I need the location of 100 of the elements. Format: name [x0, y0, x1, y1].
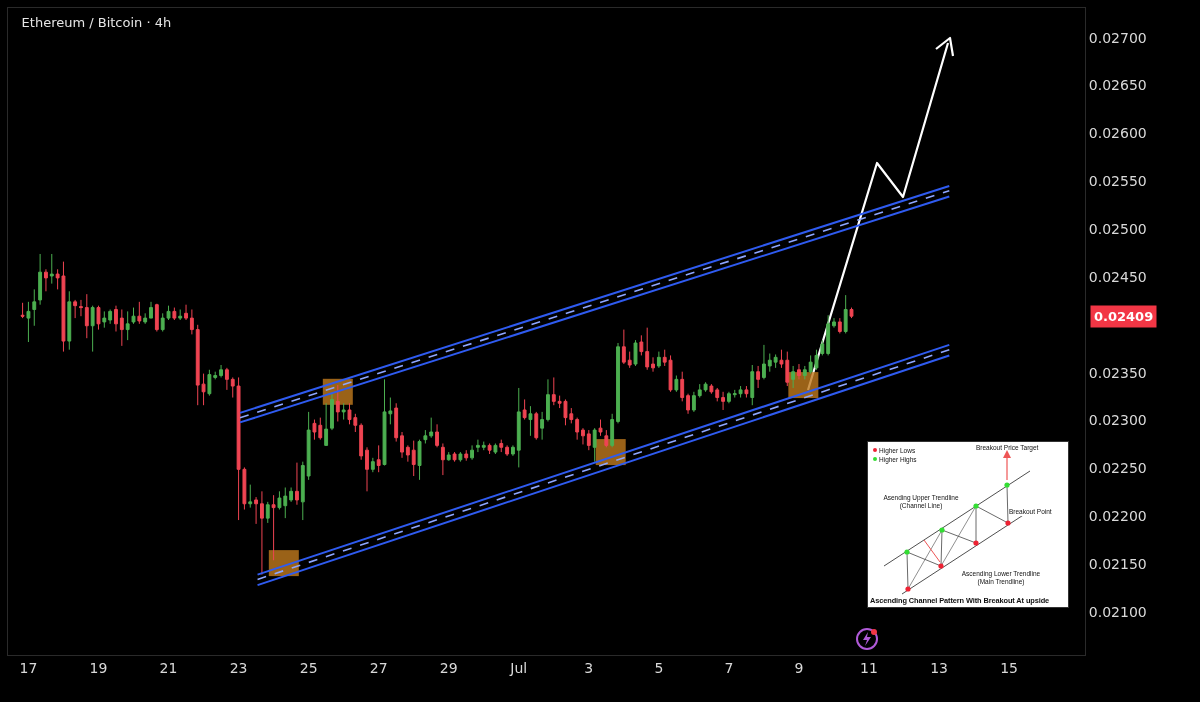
candlestick	[837, 317, 842, 334]
candlestick	[756, 365, 761, 389]
x-tick-label: 11	[860, 659, 878, 676]
candlestick	[528, 405, 533, 437]
candlestick	[213, 371, 218, 380]
candlestick	[832, 317, 836, 329]
y-tick-label: 0.02100	[1088, 603, 1147, 620]
candlestick	[260, 490, 264, 576]
candlestick	[330, 392, 334, 431]
candlestick	[184, 304, 188, 321]
candlestick	[744, 385, 749, 399]
x-tick-label: 25	[299, 659, 318, 676]
candlestick	[365, 446, 369, 492]
candlestick	[470, 444, 474, 461]
candlestick	[295, 462, 299, 506]
candlestick	[826, 314, 831, 356]
candlestick	[131, 307, 136, 325]
y-tick-label: 0.02350	[1088, 364, 1147, 381]
candlestick	[820, 339, 825, 356]
x-tick-label: 29	[439, 659, 458, 676]
candlestick	[575, 417, 580, 441]
x-tick-label: 7	[724, 659, 734, 676]
x-tick-label: 9	[794, 659, 804, 676]
x-tick-label: 13	[930, 659, 948, 676]
candlestick	[189, 308, 194, 335]
candlestick	[797, 363, 801, 380]
y-tick-label: 0.02700	[1088, 29, 1147, 46]
candlestick	[604, 429, 609, 448]
candlestick	[84, 293, 89, 339]
candlestick	[551, 376, 556, 406]
candlestick	[581, 427, 585, 445]
candlestick	[90, 305, 95, 353]
x-tick-label: 17	[19, 659, 38, 676]
candlestick	[300, 461, 305, 521]
candlestick	[721, 391, 726, 411]
candlestick	[762, 344, 766, 380]
candlestick	[26, 301, 31, 343]
x-tick-label: 5	[654, 659, 664, 676]
y-tick-label: 0.02300	[1088, 412, 1147, 429]
candlestick	[546, 378, 550, 422]
candlestick	[534, 411, 539, 441]
candlestick	[616, 342, 620, 424]
candlestick	[598, 419, 603, 437]
candlestick	[44, 268, 48, 292]
candlestick	[505, 444, 510, 457]
candlestick	[119, 308, 124, 347]
candlestick	[207, 369, 212, 397]
y-tick-label: 0.02550	[1088, 173, 1147, 190]
candlestick	[446, 451, 451, 462]
candlestick	[773, 353, 778, 369]
candlestick	[452, 451, 457, 463]
candlestick	[38, 253, 43, 306]
candlestick	[791, 365, 796, 389]
candlestick	[802, 365, 807, 380]
candlestick	[691, 391, 696, 413]
candlestick	[686, 393, 690, 415]
text: 0.02409	[1094, 309, 1154, 324]
x-tick-label: 15	[1000, 659, 1019, 676]
candlestick	[417, 439, 422, 481]
x-tick-label: Jul	[509, 659, 528, 676]
candlestick	[394, 402, 399, 443]
x-tick-label: 23	[229, 659, 248, 676]
candlestick	[516, 387, 521, 468]
candlestick	[324, 402, 329, 446]
candlestick	[633, 339, 638, 367]
candlestick	[114, 305, 118, 332]
y-tick-label: 0.02150	[1088, 555, 1147, 572]
candlestick	[125, 310, 130, 341]
candlestick	[726, 391, 731, 404]
x-tick-label: 3	[584, 659, 594, 676]
candlestick	[610, 413, 615, 448]
candlestick	[178, 308, 183, 321]
candlestick	[335, 384, 340, 422]
candlestick	[493, 442, 498, 455]
candlestick	[487, 442, 492, 455]
candlestick	[709, 383, 714, 395]
candlestick	[370, 457, 375, 473]
candlestick	[499, 439, 504, 453]
candlestick	[271, 494, 276, 561]
candlestick	[265, 501, 270, 524]
candlestick	[306, 411, 311, 481]
y-tick-label: 0.02650	[1088, 77, 1147, 94]
candlestick	[522, 398, 527, 421]
y-tick-label: 0.02250	[1088, 460, 1147, 477]
candlestick	[137, 301, 142, 325]
candlestick	[248, 484, 253, 509]
y-tick-label: 0.02500	[1088, 220, 1147, 237]
candlestick	[149, 301, 153, 319]
candlestick	[750, 364, 755, 406]
candlestick	[627, 351, 632, 369]
candlestick	[172, 307, 177, 321]
candlestick	[67, 290, 72, 351]
candlestick	[651, 356, 655, 373]
x-tick-label: 27	[369, 659, 388, 676]
x-tick-label: 19	[89, 659, 108, 676]
candlestick	[767, 353, 772, 373]
candlestick	[423, 429, 428, 444]
candlestick	[411, 440, 416, 477]
y-tick-label: 0.02600	[1088, 125, 1147, 142]
candlestick	[592, 427, 597, 463]
